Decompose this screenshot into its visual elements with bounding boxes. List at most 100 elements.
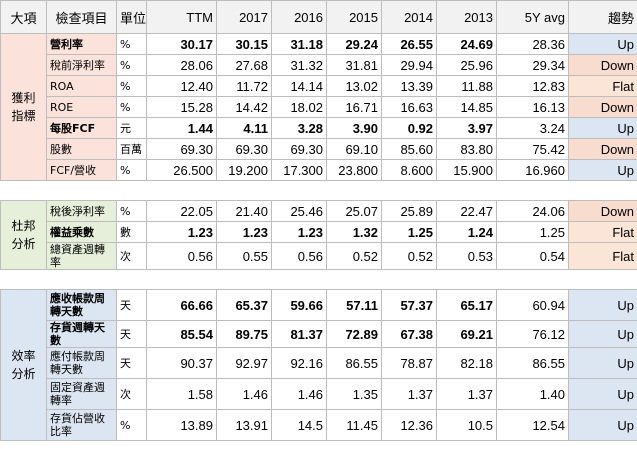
item-label: ROE	[46, 96, 117, 118]
section-spacer	[0, 269, 637, 290]
value-cell: 92.97	[216, 347, 272, 379]
header-item: 檢查項目	[46, 0, 117, 34]
value-cell: 14.14	[271, 75, 327, 97]
avg-cell: 1.25	[496, 221, 569, 243]
value-cell: 69.30	[216, 138, 272, 160]
section-spacer	[0, 180, 637, 201]
value-cell: 13.02	[326, 75, 382, 97]
value-cell: 57.37	[381, 289, 437, 321]
avg-cell: 12.83	[496, 75, 569, 97]
header-trend: 趨勢	[568, 0, 637, 34]
header-col-ttm: TTM	[146, 0, 217, 34]
table-row: 存貨週轉天數天 85.54 89.75 81.37 72.89 67.38 69.21 76.…	[1, 320, 637, 348]
value-cell: 1.58	[146, 378, 217, 410]
item-label: 稅前淨利率	[46, 54, 117, 76]
value-cell: 13.91	[216, 409, 272, 441]
value-cell: 69.10	[326, 138, 382, 160]
header-avg: 5Y avg	[496, 0, 569, 34]
unit-cell: %	[116, 75, 147, 97]
value-cell: 23.800	[326, 159, 382, 181]
spacer-cell	[568, 180, 637, 201]
value-cell: 92.16	[271, 347, 327, 379]
value-cell: 21.40	[216, 200, 272, 222]
value-cell: 15.900	[436, 159, 497, 181]
value-cell: 18.02	[271, 96, 327, 118]
value-cell: 1.32	[326, 221, 382, 243]
value-cell: 66.66	[146, 289, 217, 321]
value-cell: 1.35	[326, 378, 382, 410]
value-cell: 11.45	[326, 409, 382, 441]
value-cell: 4.11	[216, 117, 272, 139]
value-cell: 83.80	[436, 138, 497, 160]
table-row: 獲利指標 營利率% 30.17 30.15 31.18 29.24 26.55 24.69 28…	[0, 33, 637, 181]
value-cell: 14.5	[271, 409, 327, 441]
value-cell: 65.37	[216, 289, 272, 321]
value-cell: 30.17	[146, 33, 217, 55]
value-cell: 17.300	[271, 159, 327, 181]
value-cell: 1.44	[146, 117, 217, 139]
value-cell: 14.85	[436, 96, 497, 118]
table-row: 固定資產週轉率次 1.58 1.46 1.46 1.35 1.37 1.37 1.40 Up	[1, 378, 637, 410]
value-cell: 11.72	[216, 75, 272, 97]
trend-cell: Down	[568, 200, 637, 222]
item-label: 股數	[46, 138, 117, 160]
item-label: FCF/營收	[46, 159, 117, 181]
item-label: 稅後淨利率	[46, 200, 117, 222]
spacer-cell	[0, 180, 47, 201]
spacer-cell	[216, 269, 272, 290]
value-cell: 89.75	[216, 320, 272, 348]
value-cell: 25.96	[436, 54, 497, 76]
spacer-cell	[436, 269, 497, 290]
avg-cell: 28.36	[496, 33, 569, 55]
avg-cell: 75.42	[496, 138, 569, 160]
value-cell: 25.89	[381, 200, 437, 222]
spacer-cell	[271, 269, 327, 290]
value-cell: 86.55	[326, 347, 382, 379]
header-col-2014: 2014	[381, 0, 437, 34]
spacer-cell	[46, 269, 117, 290]
value-cell: 24.69	[436, 33, 497, 55]
value-cell: 31.18	[271, 33, 327, 55]
value-cell: 8.600	[381, 159, 437, 181]
value-cell: 57.11	[326, 289, 382, 321]
value-cell: 1.23	[271, 221, 327, 243]
spacer-cell	[496, 180, 569, 201]
value-cell: 19.200	[216, 159, 272, 181]
value-cell: 29.24	[326, 33, 382, 55]
unit-cell: 元	[116, 117, 147, 139]
unit-cell: 天	[116, 320, 147, 348]
avg-cell: 16.13	[496, 96, 569, 118]
avg-cell: 86.55	[496, 347, 569, 379]
header-col-2016: 2016	[271, 0, 327, 34]
item-label: 應付帳款周轉天數	[46, 347, 117, 379]
avg-cell: 60.94	[496, 289, 569, 321]
value-cell: 12.36	[381, 409, 437, 441]
value-cell: 85.60	[381, 138, 437, 160]
item-label: 存貨週轉天數	[46, 320, 117, 348]
value-cell: 26.55	[381, 33, 437, 55]
spacer-cell	[326, 269, 382, 290]
value-cell: 1.46	[216, 378, 272, 410]
spacer-cell	[0, 269, 47, 290]
section-category: 獲利指標	[0, 33, 47, 181]
avg-cell: 24.06	[496, 200, 569, 222]
avg-cell: 0.54	[496, 242, 569, 270]
value-cell: 22.05	[146, 200, 217, 222]
header-row: 大項 檢查項目 單位 TTM 2017 2016 2015 2014 2013 …	[0, 0, 637, 34]
value-cell: 0.56	[146, 242, 217, 270]
trend-cell: Flat	[568, 242, 637, 270]
value-cell: 90.37	[146, 347, 217, 379]
value-cell: 1.24	[436, 221, 497, 243]
value-cell: 13.39	[381, 75, 437, 97]
trend-cell: Flat	[568, 221, 637, 243]
item-label: 權益乘數	[46, 221, 117, 243]
item-label: 存貨佔營收比率	[46, 409, 117, 441]
value-cell: 25.46	[271, 200, 327, 222]
value-cell: 1.23	[216, 221, 272, 243]
section-category: 杜邦分析	[0, 200, 47, 270]
value-cell: 13.89	[146, 409, 217, 441]
unit-cell: 次	[116, 242, 147, 270]
value-cell: 27.68	[216, 54, 272, 76]
item-label: 固定資產週轉率	[46, 378, 117, 410]
